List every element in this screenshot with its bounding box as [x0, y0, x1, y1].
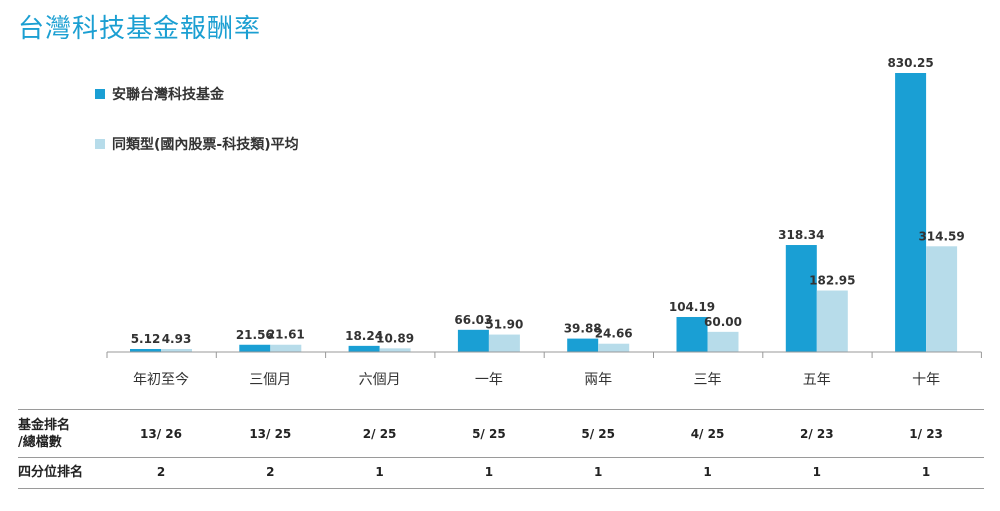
data-label: 182.95	[809, 274, 855, 288]
bar-peer	[816, 290, 848, 352]
data-label: 51.90	[485, 318, 523, 332]
table-cell: 1	[594, 465, 603, 479]
table-row-quartile: 四分位排名 2 2 1 1 1 1 1 1	[0, 462, 1000, 484]
bar-fund	[130, 349, 161, 352]
bar-peer	[707, 331, 739, 352]
legend-swatch-peer	[95, 139, 105, 149]
table-cell: 1	[375, 465, 384, 479]
data-label: 318.34	[778, 228, 824, 242]
x-tick-label: 兩年	[584, 372, 612, 388]
data-label: 830.25	[887, 56, 933, 70]
data-label: 60.00	[704, 315, 742, 329]
legend-label-peer: 同類型(國內股票-科技類)平均	[112, 137, 299, 153]
data-label: 18.24	[345, 329, 383, 343]
data-label: 21.56	[236, 328, 274, 342]
table-cell: 5/ 25	[472, 427, 506, 441]
x-tick-label: 三個月	[249, 372, 291, 388]
table-cell: 1	[484, 465, 494, 479]
table-cell: 1	[703, 465, 712, 479]
table-cell: 2/ 25	[362, 427, 397, 441]
data-label: 4.93	[162, 332, 192, 346]
x-tick-label: 一年	[475, 372, 503, 388]
page-title: 台灣科技基金報酬率	[18, 14, 262, 44]
x-tick-label: 五年	[803, 372, 831, 388]
bar-fund	[348, 345, 380, 352]
data-label: 314.59	[918, 229, 964, 243]
bar-peer	[270, 344, 302, 352]
data-label: 39.88	[564, 322, 602, 336]
x-tick-label: 六個月	[359, 372, 401, 388]
data-label: 104.19	[669, 300, 715, 314]
legend-item-peer: 同類型(國內股票-科技類)平均	[95, 134, 299, 154]
bar-fund	[567, 338, 599, 352]
bar-fund	[785, 245, 817, 352]
table-rule-bottom	[18, 488, 984, 489]
row-header-fund-rank: 基金排名 /總檔數	[18, 417, 70, 451]
bar-peer	[379, 348, 411, 352]
data-label: 10.89	[376, 331, 414, 345]
bar-fund	[457, 329, 489, 352]
legend-label-fund: 安聯台灣科技基金	[112, 87, 224, 103]
data-label: 5.12	[131, 332, 161, 346]
bar-fund	[239, 344, 271, 352]
bar-fund	[895, 73, 927, 352]
legend-item-fund: 安聯台灣科技基金	[95, 84, 224, 104]
table-cell: 13/ 25	[249, 427, 292, 441]
data-label: 24.66	[595, 327, 633, 341]
table-cell: 2	[266, 465, 275, 479]
x-tick-label: 三年	[694, 372, 722, 388]
row-header-line: /總檔數	[18, 435, 62, 450]
table-cell: 4/ 25	[690, 427, 725, 441]
table-cell: 5/ 25	[581, 427, 615, 441]
table-cell: 2	[156, 465, 166, 479]
x-tick-label: 年初至今	[133, 371, 189, 388]
row-header-quartile: 四分位排名	[18, 465, 84, 480]
data-label: 66.03	[454, 313, 492, 327]
table-cell: 2/ 23	[799, 427, 834, 441]
table-rule-top	[18, 409, 984, 410]
bar-peer	[598, 343, 630, 352]
bar-peer	[488, 334, 520, 352]
bar-peer	[926, 246, 958, 352]
table-cell: 1	[921, 465, 931, 479]
table-cell: 1	[812, 465, 821, 479]
table-row-fund-rank: 基金排名 /總檔數 13/ 26 13/ 25 2/ 25 5/ 25 5/ 25 4/ …	[0, 414, 1000, 454]
row-header-line: 基金排名	[18, 418, 71, 433]
table-cell: 13/ 26	[140, 427, 182, 441]
bar-fund	[676, 316, 708, 352]
table-rule-mid	[18, 457, 984, 458]
bar-peer	[161, 349, 192, 352]
x-tick-label: 十年	[912, 372, 940, 388]
data-label: 21.61	[267, 328, 305, 342]
table-cell: 1/ 23	[909, 427, 943, 441]
legend-swatch-fund	[95, 89, 105, 99]
